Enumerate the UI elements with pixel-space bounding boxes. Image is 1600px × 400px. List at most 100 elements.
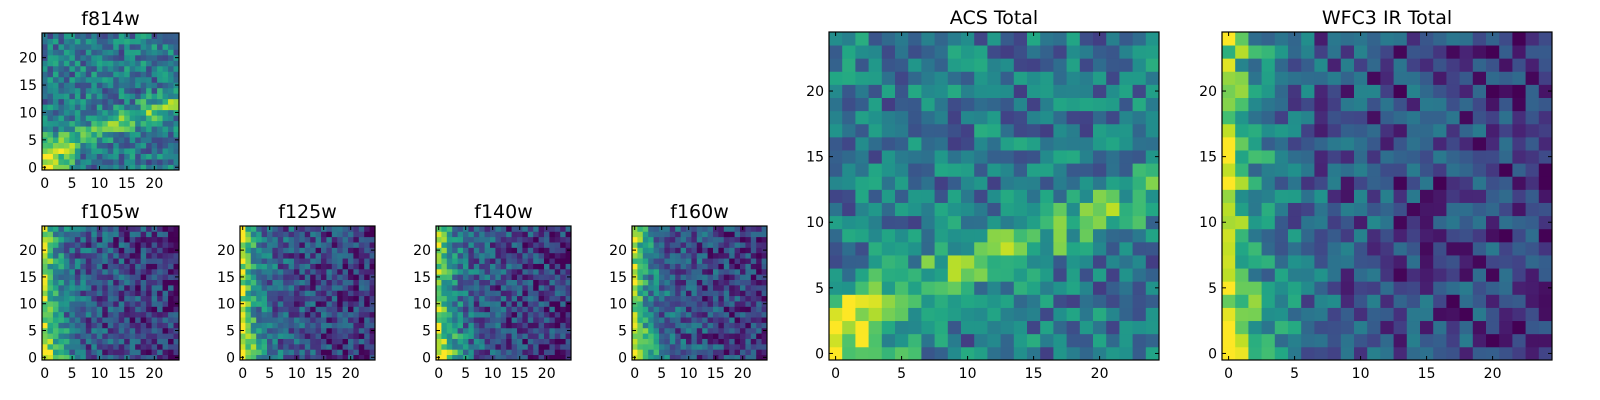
- heatmap-cell: [1499, 176, 1513, 190]
- heatmap-cell: [107, 268, 114, 275]
- heatmap-cell: [162, 338, 169, 345]
- heatmap-cell: [1499, 123, 1513, 138]
- heatmap-cell: [85, 354, 92, 361]
- heatmap-cell: [1367, 45, 1381, 59]
- heatmap-cell: [157, 54, 163, 61]
- heatmap-cell: [1380, 84, 1394, 98]
- heatmap-cell: [96, 159, 103, 165]
- heatmap-cell: [52, 131, 59, 138]
- heatmap-cell: [1446, 346, 1460, 361]
- heatmap-cell: [549, 236, 556, 243]
- heatmap-cell: [842, 97, 856, 112]
- heatmap-cell: [124, 252, 131, 259]
- heatmap-cell: [511, 242, 518, 248]
- heatmap-cells: [240, 226, 376, 361]
- heatmap-cell: [135, 153, 142, 160]
- heatmap-cell: [1446, 202, 1460, 217]
- heatmap-cell: [723, 311, 730, 318]
- heatmap-cell: [1119, 163, 1133, 177]
- heatmap-cell: [102, 327, 109, 334]
- heatmap-cell: [1093, 346, 1107, 361]
- heatmap-cell: [895, 45, 909, 59]
- heatmap-cell: [686, 263, 692, 270]
- heatmap-cell: [299, 252, 306, 259]
- heatmap-cell: [256, 349, 262, 356]
- heatmap-cell: [294, 311, 300, 318]
- heatmap-cell: [829, 215, 843, 230]
- heatmap-cell: [934, 45, 949, 59]
- heatmap-cell: [987, 215, 1001, 230]
- heatmap-cell: [151, 343, 158, 350]
- heatmap-cell: [1274, 202, 1289, 217]
- heatmap-cell: [1301, 71, 1315, 85]
- heatmap-cell: [680, 242, 687, 248]
- heatmap-cell: [80, 109, 87, 116]
- heatmap-cell: [1380, 333, 1394, 348]
- heatmap-cell: [1288, 228, 1302, 243]
- heatmap-cell: [1066, 281, 1081, 295]
- heatmap-cell: [560, 284, 566, 291]
- heatmap-cell: [1235, 84, 1249, 98]
- heatmap-cell: [1053, 281, 1067, 295]
- heatmap-cell: [642, 263, 649, 270]
- heatmap-cell: [1288, 333, 1302, 348]
- heatmap-cell: [554, 236, 561, 243]
- heatmap-cell: [1420, 58, 1434, 72]
- heatmap-cell: [151, 236, 158, 243]
- heatmap-cell: [337, 247, 343, 254]
- heatmap-cell: [1288, 320, 1302, 335]
- heatmap-cell: [1027, 189, 1041, 203]
- heatmap-cell: [342, 226, 349, 232]
- heatmap-cell: [1274, 255, 1289, 269]
- heatmap-cell: [348, 333, 354, 339]
- heatmap-cell: [908, 136, 922, 151]
- heatmap-cell: [664, 343, 671, 350]
- heatmap-cell: [146, 148, 152, 154]
- heatmap-cell: [326, 343, 333, 350]
- heatmap-cell: [310, 231, 316, 238]
- heatmap-cell: [102, 311, 109, 318]
- heatmap-cell: [1420, 176, 1434, 190]
- heatmap-cell: [538, 338, 545, 345]
- heatmap-cell: [1013, 71, 1028, 85]
- heatmap-cell: [91, 126, 98, 133]
- heatmap-cell: [337, 317, 343, 323]
- heatmap-cell: [118, 279, 125, 286]
- heatmap-cell: [947, 150, 962, 164]
- y-tick-label: 0: [1208, 346, 1217, 362]
- heatmap-cell: [1119, 32, 1133, 46]
- heatmap-cell: [63, 131, 70, 138]
- heatmap-cell: [107, 71, 114, 78]
- heatmap-cell: [549, 295, 556, 302]
- heatmap-cell: [91, 153, 98, 160]
- y-tick-label: 20: [19, 243, 37, 259]
- heatmap-cell: [124, 120, 131, 127]
- heatmap-cell: [80, 349, 87, 356]
- heatmap-cell: [680, 311, 687, 318]
- heatmap-cell: [1446, 71, 1460, 85]
- heatmap-cell: [452, 242, 458, 248]
- heatmap-cell: [277, 247, 284, 254]
- heatmap-cell: [173, 338, 180, 345]
- heatmap-cell: [47, 284, 54, 291]
- heatmap-cell: [908, 346, 922, 361]
- heatmap-cell: [1380, 58, 1394, 72]
- heatmap-cell: [168, 236, 174, 243]
- heatmap-cell: [632, 252, 638, 259]
- heatmap-cell: [1327, 150, 1342, 164]
- heatmap-cell: [463, 252, 469, 259]
- heatmap-cell: [1393, 84, 1408, 98]
- heatmap-cell: [140, 258, 147, 264]
- heatmap-cell: [135, 306, 142, 313]
- heatmap-cell: [168, 242, 174, 248]
- heatmap-cell: [288, 258, 295, 264]
- heatmap-cell: [1235, 215, 1249, 230]
- heatmap-cell: [135, 54, 142, 61]
- heatmap-cell: [1367, 123, 1381, 138]
- heatmap-cell: [961, 123, 975, 138]
- heatmap-cell: [1525, 215, 1540, 230]
- heatmap-cell: [1354, 281, 1368, 295]
- heatmap-cell: [1446, 163, 1460, 177]
- heatmap-cell: [74, 327, 81, 334]
- heatmap-cell: [135, 93, 142, 100]
